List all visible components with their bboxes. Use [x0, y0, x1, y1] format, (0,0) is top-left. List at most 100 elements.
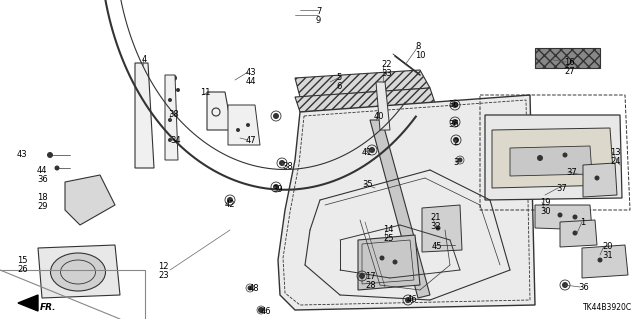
Text: 39: 39	[272, 185, 283, 194]
Circle shape	[279, 160, 285, 166]
Text: 34: 34	[170, 136, 180, 145]
Text: 9: 9	[316, 16, 321, 25]
Circle shape	[380, 256, 385, 261]
Text: 45: 45	[432, 242, 442, 251]
Text: 25: 25	[383, 234, 394, 243]
Text: 19: 19	[540, 198, 550, 207]
Circle shape	[258, 307, 264, 313]
Text: 44: 44	[246, 77, 257, 86]
Circle shape	[246, 123, 250, 127]
Circle shape	[458, 158, 463, 162]
Circle shape	[227, 197, 233, 203]
Polygon shape	[18, 295, 38, 311]
Circle shape	[168, 138, 172, 142]
Text: 17: 17	[365, 272, 376, 281]
Text: 21: 21	[430, 213, 440, 222]
Text: 46: 46	[407, 295, 418, 304]
Text: 37: 37	[556, 184, 567, 193]
Circle shape	[171, 75, 177, 81]
Circle shape	[573, 231, 577, 235]
Circle shape	[273, 113, 279, 119]
Circle shape	[176, 88, 180, 92]
Polygon shape	[510, 146, 592, 176]
Circle shape	[595, 175, 600, 181]
Text: 47: 47	[246, 136, 257, 145]
Circle shape	[359, 273, 365, 279]
Text: 26: 26	[17, 265, 28, 274]
Text: 38: 38	[168, 110, 179, 119]
Circle shape	[452, 119, 458, 125]
Text: 29: 29	[37, 202, 47, 211]
Polygon shape	[207, 92, 232, 130]
Text: 20: 20	[602, 242, 612, 251]
Text: 43: 43	[246, 68, 257, 77]
Circle shape	[453, 137, 459, 143]
Polygon shape	[278, 95, 535, 310]
Text: 31: 31	[602, 251, 612, 260]
Circle shape	[47, 152, 53, 158]
Text: 37: 37	[566, 168, 577, 177]
Text: 4: 4	[142, 55, 147, 64]
Polygon shape	[535, 205, 592, 230]
Polygon shape	[492, 128, 614, 188]
Text: 7: 7	[316, 7, 321, 16]
Text: 32: 32	[430, 222, 440, 231]
Text: 36: 36	[37, 175, 48, 184]
Text: 14: 14	[383, 225, 394, 234]
Circle shape	[168, 98, 172, 102]
Polygon shape	[65, 175, 115, 225]
Circle shape	[248, 286, 253, 291]
Circle shape	[598, 257, 602, 263]
Text: 48: 48	[249, 284, 260, 293]
Text: 8: 8	[415, 42, 420, 51]
Circle shape	[537, 155, 543, 161]
Circle shape	[273, 184, 279, 190]
Text: 43: 43	[17, 150, 28, 159]
Text: 36: 36	[448, 100, 459, 109]
Circle shape	[392, 259, 397, 264]
Circle shape	[369, 147, 375, 153]
Text: 33: 33	[381, 69, 392, 78]
Polygon shape	[485, 115, 622, 200]
Circle shape	[236, 128, 240, 132]
Polygon shape	[358, 235, 420, 290]
Polygon shape	[560, 220, 597, 247]
Circle shape	[435, 226, 440, 231]
Polygon shape	[295, 70, 430, 97]
Polygon shape	[165, 75, 178, 160]
Circle shape	[562, 282, 568, 288]
Circle shape	[437, 242, 443, 248]
Text: 24: 24	[610, 157, 621, 166]
Text: 36: 36	[448, 120, 459, 129]
Polygon shape	[228, 105, 260, 145]
Text: 42: 42	[225, 200, 236, 209]
Text: 44: 44	[37, 166, 47, 175]
Polygon shape	[38, 245, 120, 298]
Text: 12: 12	[158, 262, 168, 271]
Text: 2: 2	[453, 138, 458, 147]
Text: 1: 1	[580, 218, 585, 227]
Polygon shape	[582, 245, 628, 278]
Text: 10: 10	[415, 51, 426, 60]
Text: TK44B3920C: TK44B3920C	[583, 303, 632, 312]
Polygon shape	[370, 120, 430, 298]
Polygon shape	[376, 82, 390, 130]
Text: 40: 40	[374, 112, 385, 121]
Circle shape	[563, 152, 568, 158]
Text: 27: 27	[564, 67, 575, 76]
Text: 46: 46	[261, 307, 271, 316]
Text: 18: 18	[37, 193, 47, 202]
Circle shape	[557, 212, 563, 218]
Polygon shape	[422, 205, 462, 252]
Text: 3: 3	[453, 158, 458, 167]
Polygon shape	[295, 88, 435, 112]
Text: 36: 36	[578, 283, 589, 292]
Text: 38: 38	[282, 162, 292, 171]
Text: 41: 41	[362, 148, 372, 157]
Ellipse shape	[51, 253, 106, 291]
Circle shape	[573, 214, 577, 219]
Text: 6: 6	[336, 82, 341, 91]
Text: 23: 23	[158, 271, 168, 280]
Text: 5: 5	[336, 73, 341, 82]
Circle shape	[168, 118, 172, 122]
